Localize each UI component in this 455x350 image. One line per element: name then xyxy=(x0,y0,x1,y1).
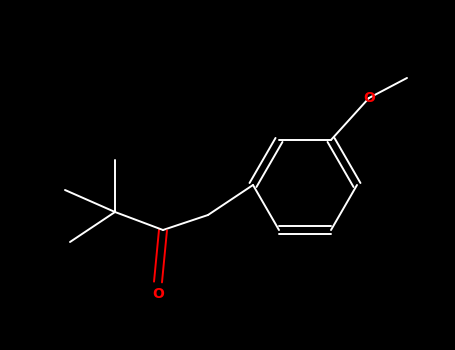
Text: O: O xyxy=(152,287,164,301)
Text: O: O xyxy=(363,91,375,105)
